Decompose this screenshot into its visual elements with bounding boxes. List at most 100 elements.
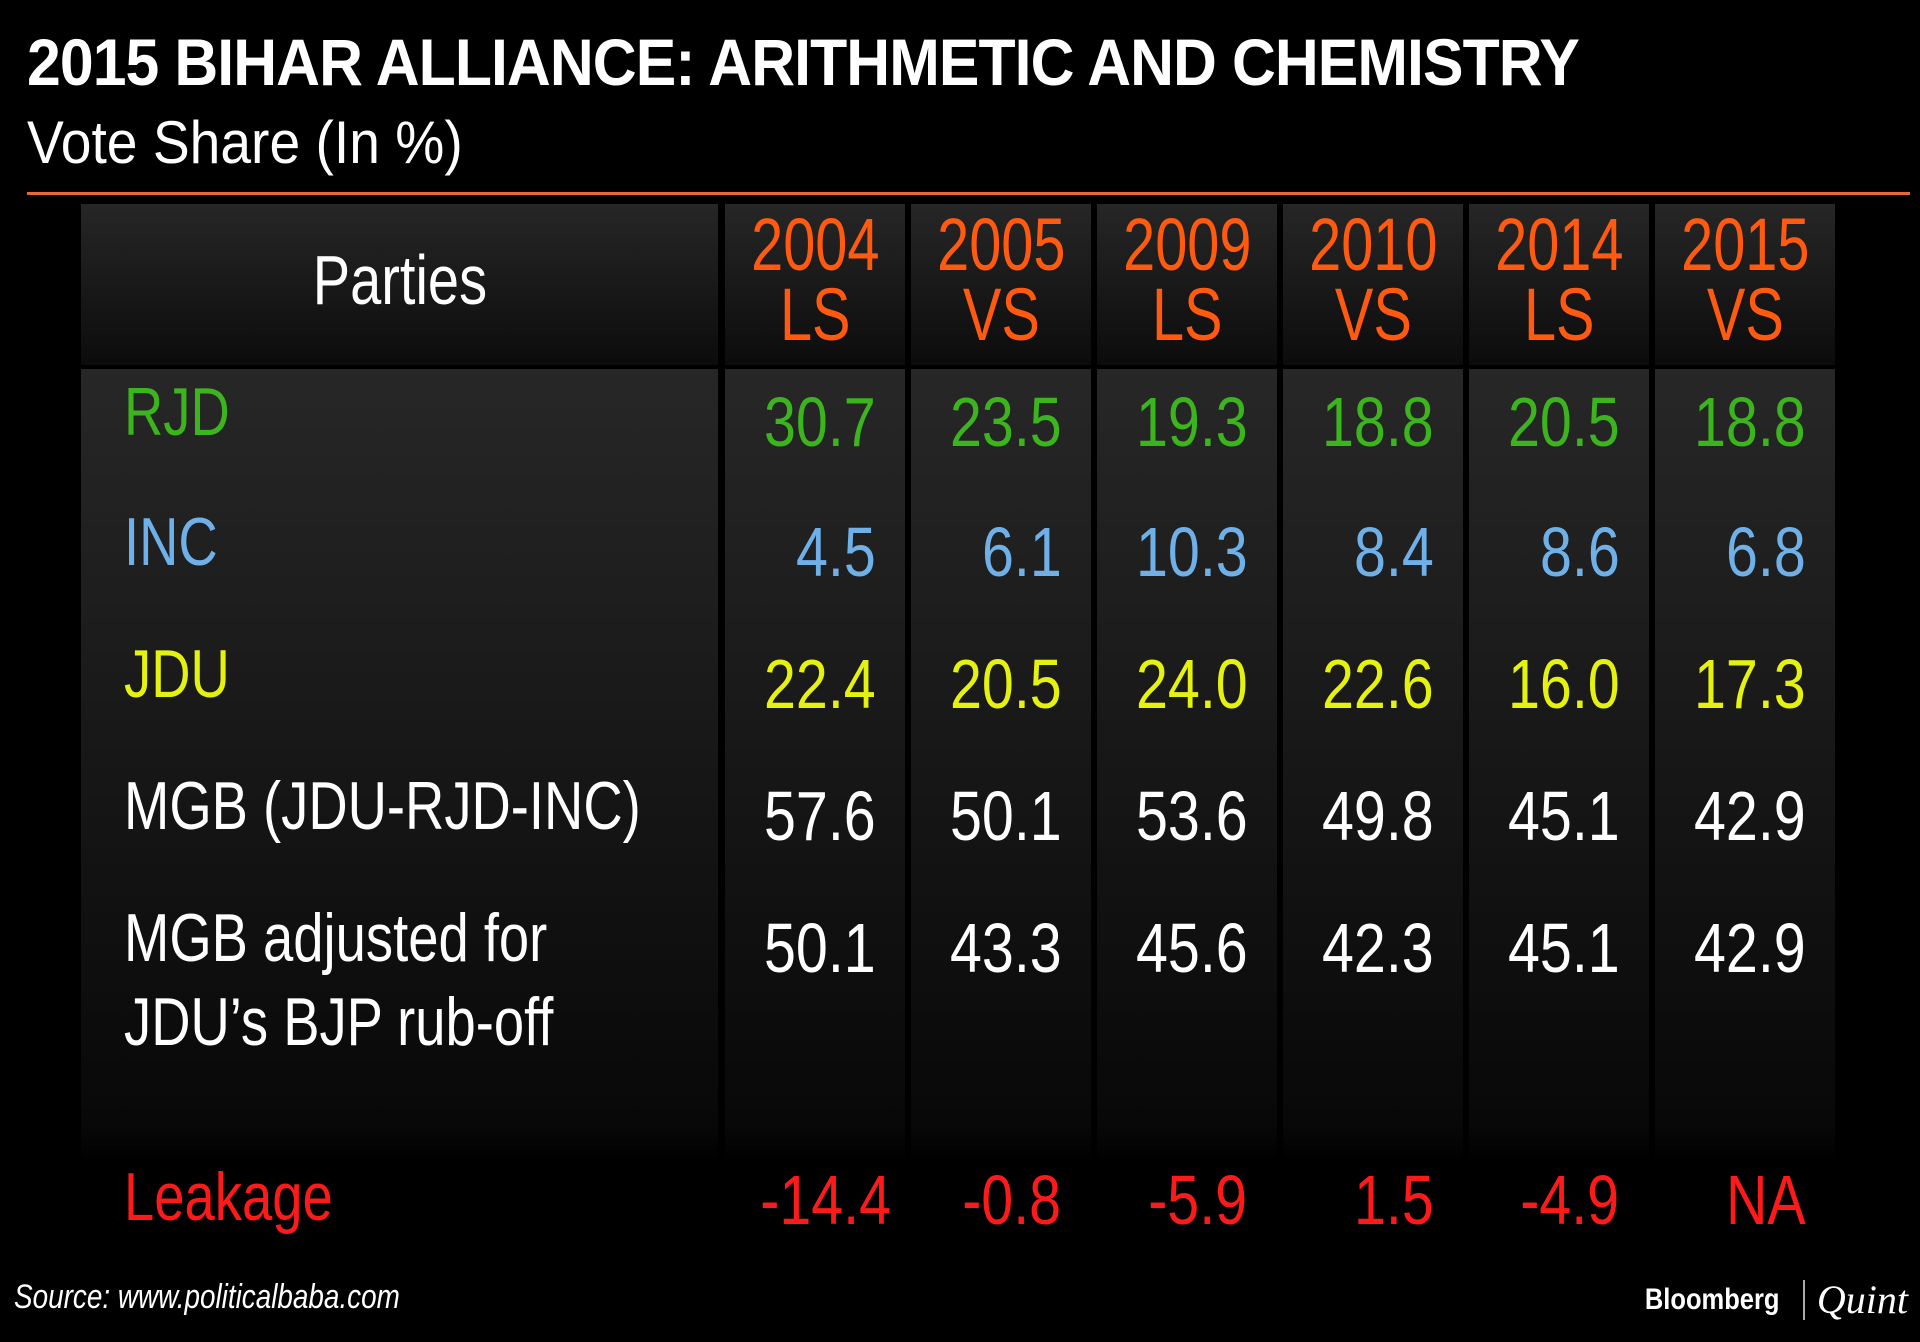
- text: 24.0: [1135, 645, 1248, 723]
- row-label-mgb-jdu-rjd-inc-: MGB (JDU-RJD-INC): [124, 764, 770, 848]
- table-cell: 20.5: [1469, 382, 1649, 462]
- table-cell: 16.0: [1469, 644, 1649, 724]
- text: 8.6: [1539, 513, 1620, 591]
- text: JDU: [124, 636, 230, 712]
- table-cell: 10.3: [1097, 512, 1277, 592]
- column-header-2015: 2015 VS: [1655, 203, 1835, 356]
- column-header-2014: 2014 LS: [1469, 208, 1649, 356]
- logo-sub: Quint: [1816, 1277, 1908, 1322]
- text: Source: www.politicalbaba.com: [14, 1278, 400, 1316]
- text: 42.9: [1693, 909, 1806, 987]
- text: LS: [1151, 273, 1223, 356]
- text: VS: [1334, 273, 1412, 356]
- text: 50.1: [763, 909, 876, 987]
- text: VS: [1706, 273, 1784, 356]
- text: -14.4: [760, 1161, 892, 1239]
- text: JDU’s BJP rub-off: [124, 984, 554, 1060]
- text: 18.8: [1321, 383, 1434, 461]
- text: 2004: [750, 203, 880, 286]
- table-cell: -0.8: [911, 1160, 1091, 1240]
- text: 22.4: [763, 645, 876, 723]
- text: 20.5: [949, 645, 1062, 723]
- chart-subtitle: Vote Share (In %): [27, 108, 501, 177]
- text: 4.5: [795, 513, 876, 591]
- text: 1.5: [1353, 1161, 1434, 1239]
- text: INC: [124, 504, 218, 580]
- row-label-leakage: Leakage: [124, 1155, 385, 1239]
- text: NA: [1725, 1161, 1806, 1239]
- body-cell-2010: [1283, 369, 1463, 1163]
- table-cell: 22.6: [1283, 644, 1463, 724]
- text: 30.7: [763, 383, 876, 461]
- table-cell: 49.8: [1283, 776, 1463, 856]
- text: 42.3: [1321, 909, 1434, 987]
- table-cell: 30.7: [725, 382, 905, 462]
- text: VS: [962, 273, 1040, 356]
- header-cell-2010: [1283, 204, 1463, 365]
- table-cell: 6.1: [911, 512, 1091, 592]
- row-label-rjd: RJD: [124, 370, 256, 454]
- table-cell: 22.4: [725, 644, 905, 724]
- text: Parties: [312, 241, 487, 319]
- text: 53.6: [1135, 777, 1248, 855]
- body-cell-parties: [81, 369, 718, 1163]
- text: 2005: [936, 203, 1066, 286]
- table-cell: 43.3: [911, 908, 1091, 988]
- table-cell: 19.3: [1097, 382, 1277, 462]
- table-cell: 42.9: [1655, 776, 1835, 856]
- row-label-jdu: JDU: [124, 632, 256, 716]
- text: 19.3: [1135, 383, 1248, 461]
- text: 57.6: [763, 777, 876, 855]
- table-cell: NA: [1655, 1160, 1835, 1240]
- logo-brand: Bloomberg: [1644, 1282, 1779, 1316]
- text: MGB adjusted for: [124, 900, 548, 976]
- text: -4.9: [1520, 1161, 1620, 1239]
- text: 49.8: [1321, 777, 1434, 855]
- table-cell: 23.5: [911, 382, 1091, 462]
- header-cell-2015: [1655, 204, 1835, 365]
- text: 50.1: [949, 777, 1062, 855]
- header-cell-2005: [911, 204, 1091, 365]
- column-header-2009: 2009 LS: [1097, 208, 1277, 356]
- text: 45.1: [1507, 777, 1620, 855]
- table-cell: 4.5: [725, 512, 905, 592]
- text: 2015 BIHAR ALLIANCE: ARITHMETIC AND CHEM…: [27, 25, 1580, 99]
- table-cell: 45.1: [1469, 776, 1649, 856]
- table-cell: 8.4: [1283, 512, 1463, 592]
- text: LS: [1523, 273, 1595, 356]
- text: 18.8: [1693, 383, 1806, 461]
- table-cell: 50.1: [725, 908, 905, 988]
- table-cell: -5.9: [1097, 1160, 1277, 1240]
- text: 10.3: [1135, 513, 1248, 591]
- column-header-2004: 2004 LS: [725, 203, 905, 356]
- divider: [27, 192, 1910, 195]
- table-cell: 50.1: [911, 776, 1091, 856]
- text: 43.3: [949, 909, 1062, 987]
- table-cell: -14.4: [725, 1160, 905, 1240]
- text: 2015: [1680, 203, 1810, 286]
- table-cell: 18.8: [1283, 382, 1463, 462]
- table-cell: 42.9: [1655, 908, 1835, 988]
- header-cell-2014: [1469, 204, 1649, 365]
- text: 8.4: [1353, 513, 1434, 591]
- header-parties: Parties: [81, 240, 718, 320]
- chart-title: 2015 BIHAR ALLIANCE: ARITHMETIC AND CHEM…: [27, 24, 1714, 100]
- text: 20.5: [1507, 383, 1620, 461]
- text: -0.8: [962, 1161, 1062, 1239]
- body-cell-2004: [725, 369, 905, 1163]
- text: 45.1: [1507, 909, 1620, 987]
- text: 45.6: [1135, 909, 1248, 987]
- text: Leakage: [124, 1159, 333, 1235]
- table-cell: 57.6: [725, 776, 905, 856]
- table-cell: 20.5: [911, 644, 1091, 724]
- table-cell: 45.1: [1469, 908, 1649, 988]
- text: 2010: [1308, 203, 1438, 286]
- row-label-inc: INC: [124, 500, 241, 584]
- table-cell: 42.3: [1283, 908, 1463, 988]
- body-cell-2015: [1655, 369, 1835, 1163]
- text: LS: [779, 273, 851, 356]
- text: 23.5: [949, 383, 1062, 461]
- table-cell: 17.3: [1655, 644, 1835, 724]
- table-cell: 24.0: [1097, 644, 1277, 724]
- header-cell-2004: [725, 204, 905, 365]
